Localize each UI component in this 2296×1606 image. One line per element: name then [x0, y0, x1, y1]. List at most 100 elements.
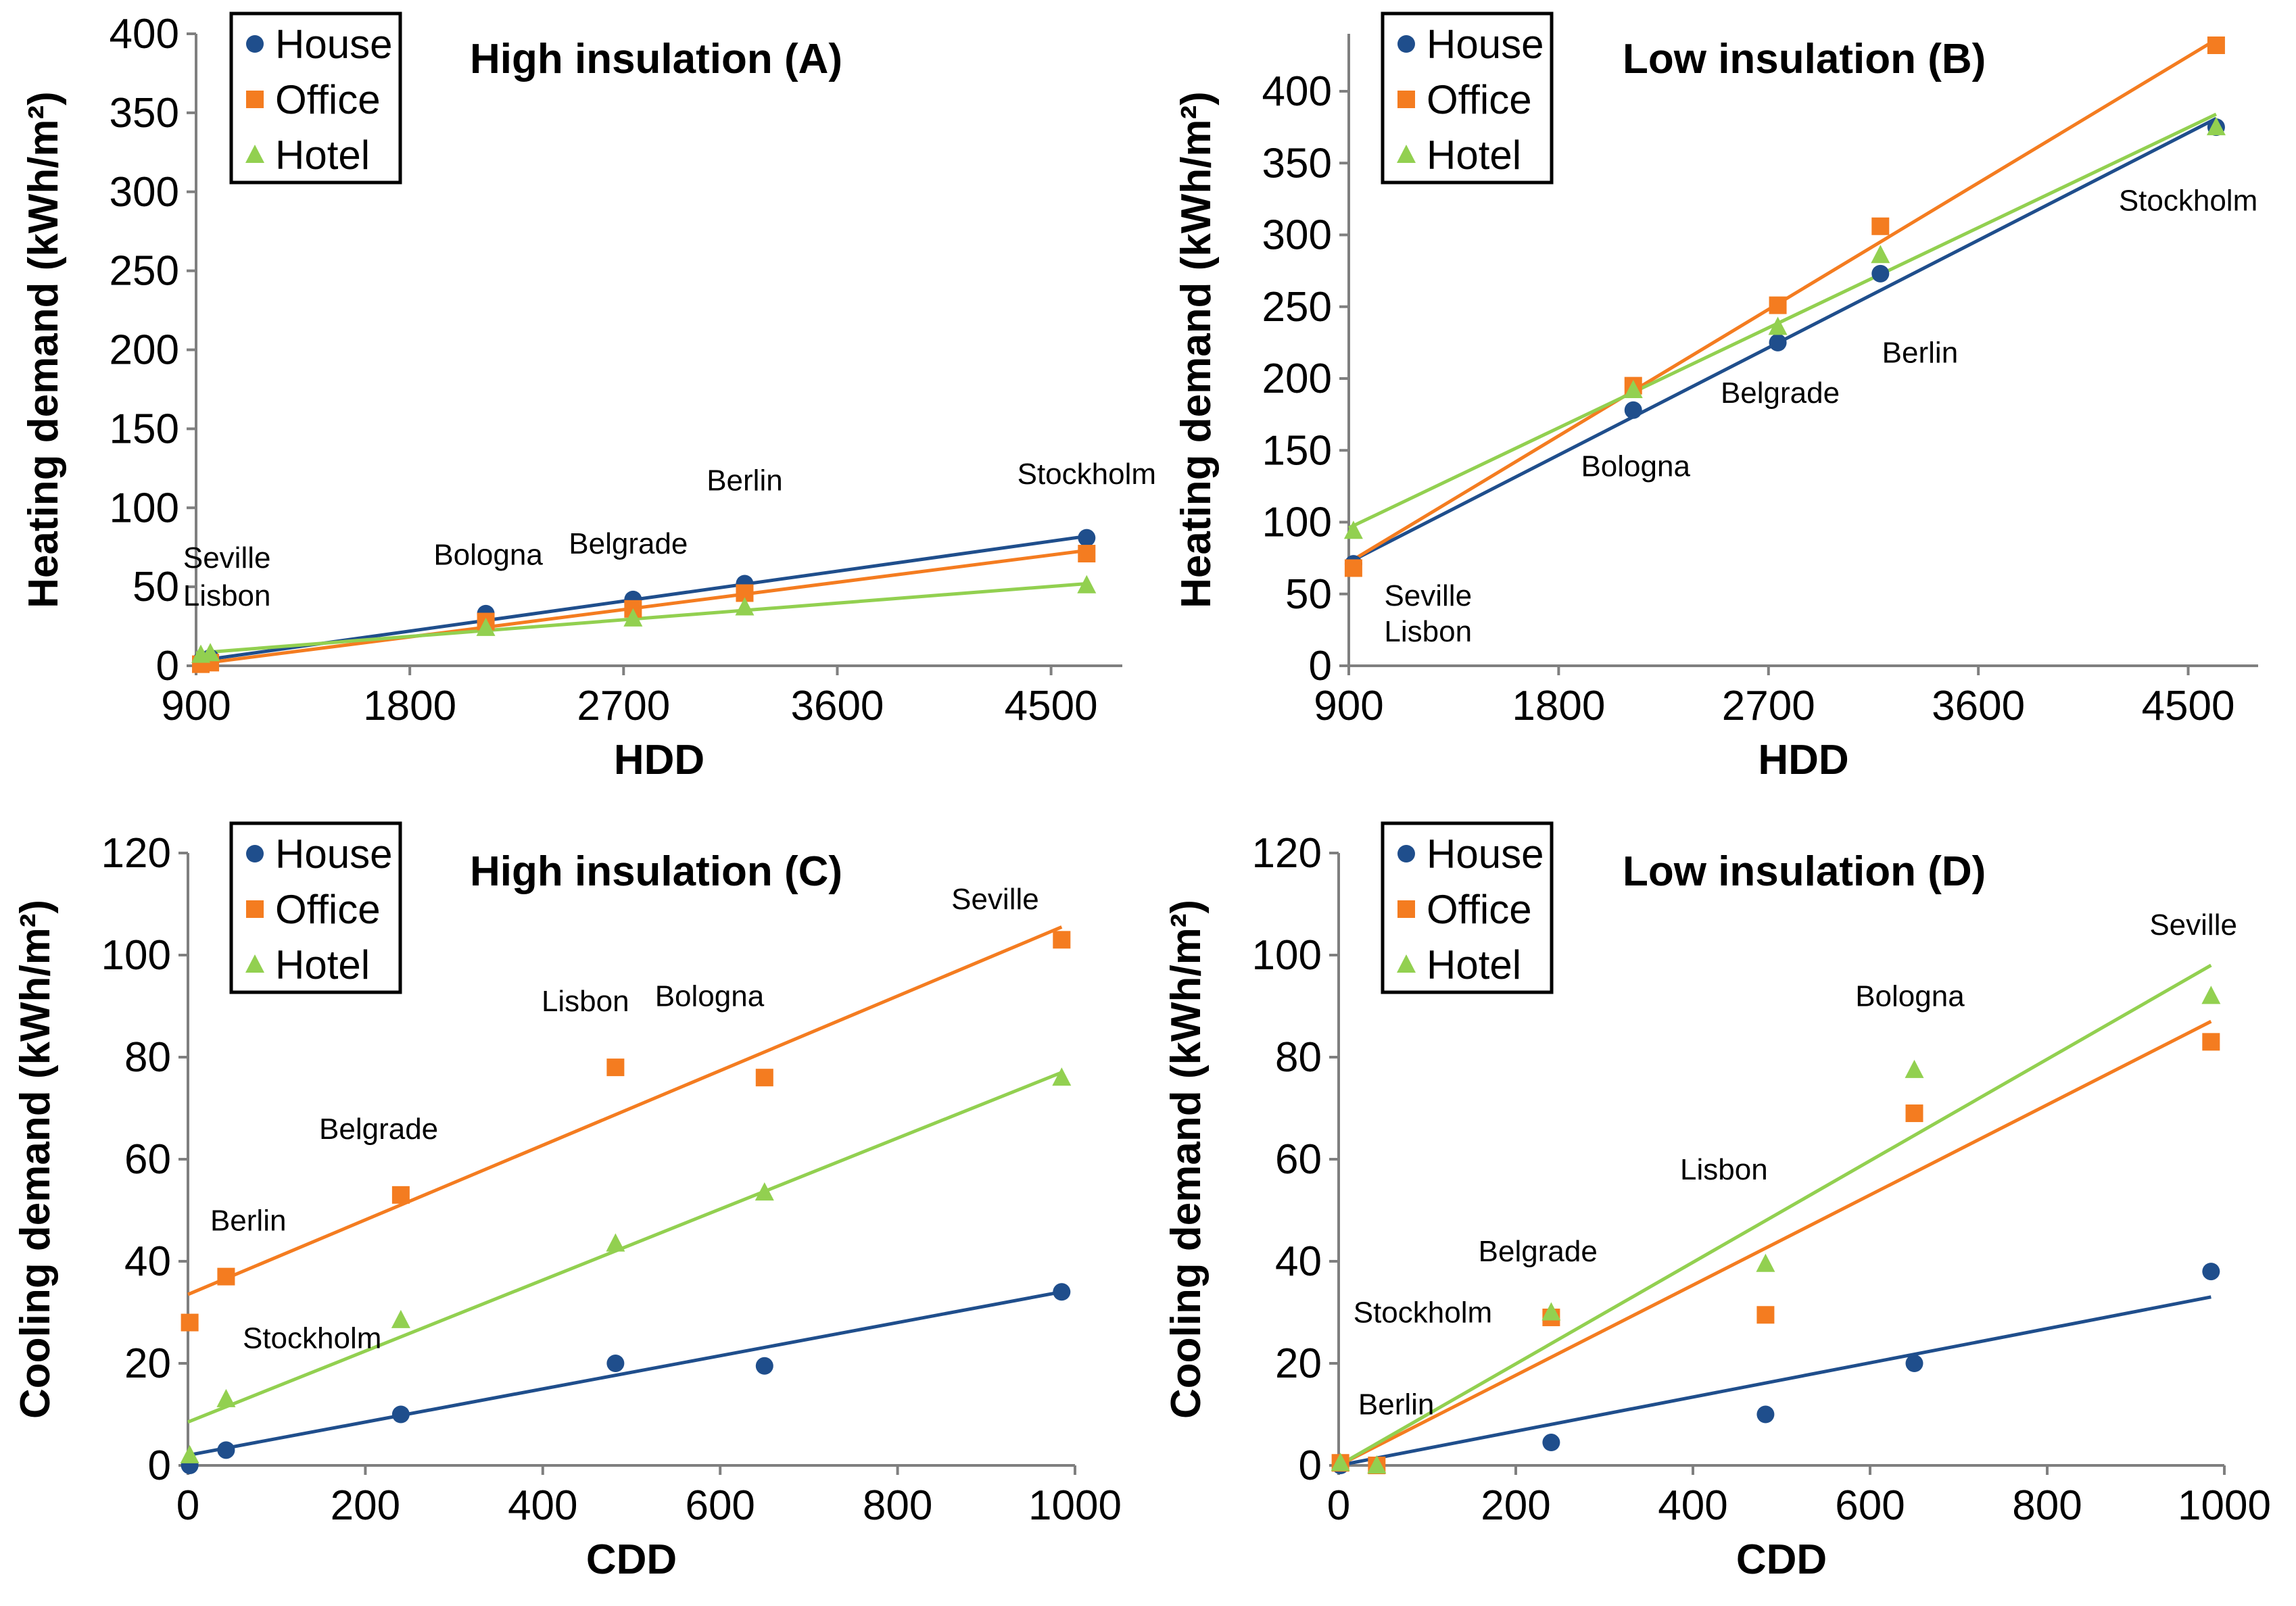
point-office — [1905, 1104, 1923, 1123]
y-axis-title: Cooling demand (kWh/m²) — [12, 900, 59, 1419]
point-office — [1769, 296, 1787, 314]
trendline-office — [1337, 1019, 2212, 1467]
x-tick-label: 2700 — [577, 683, 670, 729]
panel-title: Low insulation (B) — [1623, 36, 1986, 82]
legend-label-house: House — [275, 831, 392, 877]
x-tick-label: 400 — [508, 1482, 577, 1529]
point-hotel — [2206, 117, 2226, 136]
city-label: Lisbon — [1384, 615, 1472, 648]
y-tick-label: 0 — [1299, 1442, 1322, 1489]
x-tick-label: 3600 — [1932, 683, 2025, 729]
point-house — [1624, 401, 1642, 419]
point-hotel — [623, 608, 643, 627]
x-axis-title: HDD — [1758, 737, 1848, 783]
y-tick-label: 60 — [1275, 1136, 1322, 1183]
y-tick-label: 250 — [110, 248, 179, 295]
point-house — [1078, 529, 1096, 547]
city-label: Seville — [2149, 908, 2237, 942]
y-tick-label: 350 — [1262, 140, 1332, 187]
y-tick-label: 300 — [1262, 212, 1332, 259]
x-tick-label: 1000 — [1028, 1482, 1122, 1529]
point-house — [217, 1441, 235, 1459]
legend-marker-hotel — [1397, 954, 1416, 973]
x-tick-label: 4500 — [1005, 683, 1098, 729]
y-tick-label: 40 — [124, 1238, 171, 1285]
legend-label-house: House — [1427, 831, 1544, 877]
city-label: Lisbon — [1680, 1153, 1768, 1186]
point-office — [755, 1069, 773, 1087]
trendline-hotel — [1347, 112, 2217, 530]
y-tick-label: 100 — [1262, 500, 1332, 546]
panel-c: 0 200 400 600 800 1000 0 20 40 60 80 100 120 CDD Cooli… — [12, 821, 1122, 1583]
point-hotel — [1343, 520, 1363, 539]
legend-label-office: Office — [275, 77, 381, 122]
y-tick-label: 350 — [110, 90, 179, 137]
point-office — [1344, 559, 1362, 577]
city-label: Bologna — [433, 538, 543, 571]
legend-marker-house — [1397, 35, 1415, 53]
y-tick-label: 300 — [110, 169, 179, 216]
x-axis-title: HDD — [614, 737, 704, 783]
x-tick-label: 1800 — [363, 683, 456, 729]
y-tick-label: 200 — [110, 327, 179, 374]
y-tick-label: 50 — [133, 564, 179, 610]
point-office — [606, 1058, 625, 1077]
trendline-house — [1338, 1295, 2211, 1467]
x-tick-label: 200 — [1481, 1482, 1550, 1529]
legend-label-hotel: Hotel — [1427, 132, 1521, 178]
x-tick-label: 900 — [1314, 683, 1383, 729]
point-hotel — [1367, 1455, 1387, 1474]
x-tick-label: 0 — [176, 1482, 199, 1529]
point-hotel — [1871, 245, 1890, 264]
x-tick-label: 600 — [685, 1482, 755, 1529]
panel-title: High insulation (C) — [470, 848, 842, 895]
point-hotel — [180, 1444, 199, 1463]
legend-marker-hotel — [245, 145, 264, 163]
point-hotel — [1905, 1059, 1924, 1078]
point-house — [1905, 1355, 1923, 1372]
trendline-hotel — [187, 1071, 1063, 1424]
panel-title: Low insulation (D) — [1623, 848, 1986, 895]
x-axis-title: CDD — [1736, 1536, 1827, 1583]
x-tick-label: 800 — [863, 1482, 932, 1529]
legend-marker-house — [1397, 845, 1415, 862]
panel-b: 900 1800 2700 3600 4500 0 50 100 150 200 250 300 350… — [1173, 11, 2258, 783]
city-label: Seville — [183, 541, 271, 575]
x-tick-label: 400 — [1658, 1482, 1727, 1529]
legend-label-house: House — [275, 22, 392, 67]
y-tick-label: 20 — [1275, 1340, 1322, 1387]
point-house — [755, 1357, 773, 1375]
y-tick-label: 80 — [1275, 1034, 1322, 1081]
point-office — [391, 1186, 410, 1204]
x-axis-title: CDD — [586, 1536, 677, 1583]
legend-marker-hotel — [245, 954, 264, 973]
x-tick-label: 0 — [1327, 1482, 1350, 1529]
y-tick-label: 0 — [156, 643, 179, 689]
point-hotel — [1623, 380, 1643, 398]
point-hotel — [201, 643, 220, 662]
legend: House Office Hotel — [229, 821, 402, 994]
trendline-hotel — [195, 581, 1087, 655]
y-tick-label: 400 — [1262, 68, 1332, 115]
city-label: Lisbon — [183, 579, 271, 612]
legend-marker-hotel — [1397, 145, 1416, 163]
legend-label-hotel: Hotel — [1427, 942, 1521, 988]
city-label: Berlin — [1882, 337, 1959, 370]
city-label: Berlin — [210, 1204, 287, 1238]
y-tick-label: 200 — [1262, 356, 1332, 402]
city-label: Berlin — [1358, 1388, 1435, 1421]
x-tick-label: 800 — [2012, 1482, 2082, 1529]
x-tick-label: 600 — [1835, 1482, 1905, 1529]
point-office — [1053, 931, 1071, 949]
point-house — [1871, 264, 1890, 283]
city-label: Belgrade — [1721, 376, 1840, 410]
panel-title: High insulation (A) — [470, 36, 842, 82]
city-label: Stockholm — [1354, 1296, 1492, 1330]
city-label: Bologna — [1581, 450, 1690, 483]
y-tick-label: 120 — [101, 830, 171, 877]
y-tick-label: 100 — [110, 485, 179, 531]
y-tick-label: 0 — [1309, 643, 1332, 689]
point-office — [2207, 36, 2225, 54]
trendline-house — [187, 1290, 1062, 1457]
